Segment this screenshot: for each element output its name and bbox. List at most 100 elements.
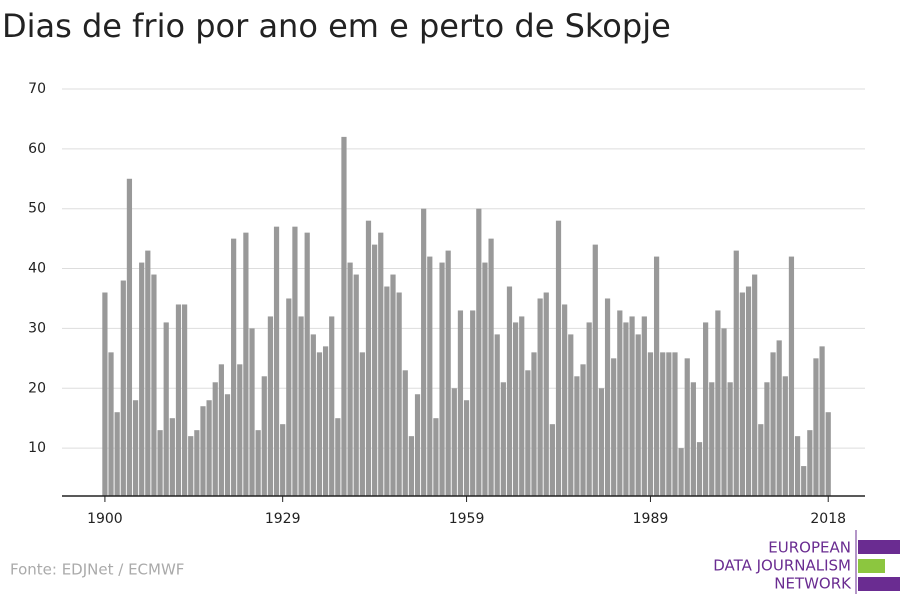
bar <box>500 382 506 496</box>
bar <box>218 364 224 496</box>
bar <box>224 394 231 496</box>
bar <box>586 322 592 496</box>
bar <box>372 244 378 496</box>
bar <box>739 292 746 496</box>
bar <box>629 316 635 496</box>
logo-bar <box>858 540 900 554</box>
bar <box>316 352 323 496</box>
bar <box>414 394 421 496</box>
bar <box>421 208 427 497</box>
bar <box>433 418 439 496</box>
logo-text: EUROPEAN <box>768 539 851 557</box>
bar <box>353 274 359 496</box>
bar <box>114 412 120 496</box>
bar <box>408 436 415 496</box>
bar <box>696 442 703 496</box>
bar <box>672 352 678 496</box>
bar <box>617 310 623 496</box>
bar <box>439 262 445 496</box>
x-tick-label: 1989 <box>633 511 669 527</box>
bar <box>653 256 660 496</box>
x-tick-label: 1929 <box>265 511 301 527</box>
bar <box>470 310 476 496</box>
bar <box>249 328 255 496</box>
bar <box>782 376 788 496</box>
bar <box>690 382 696 496</box>
bar <box>678 448 684 496</box>
bar <box>715 310 721 496</box>
bar <box>788 256 795 496</box>
bar <box>451 388 457 496</box>
bar <box>598 388 605 496</box>
bar <box>139 262 145 496</box>
bar <box>574 376 580 496</box>
y-tick-label: 30 <box>28 320 46 336</box>
x-tick-label: 2018 <box>810 511 846 527</box>
bar <box>611 358 617 496</box>
bar <box>562 304 568 496</box>
bar <box>580 364 586 496</box>
bar <box>181 304 188 496</box>
bar <box>273 226 280 497</box>
bar <box>194 430 200 496</box>
bar <box>568 334 574 496</box>
bar <box>525 370 531 496</box>
bar <box>390 274 396 496</box>
bar <box>549 424 555 496</box>
bar <box>163 322 169 496</box>
bar <box>764 382 770 496</box>
bar <box>813 358 819 496</box>
bar <box>666 352 672 496</box>
y-tick-label: 70 <box>28 81 46 97</box>
bar <box>727 382 733 496</box>
bar <box>286 298 292 496</box>
bar <box>120 280 126 496</box>
bar <box>733 250 739 496</box>
bar <box>255 430 261 496</box>
bar <box>145 250 151 496</box>
x-tick-label: 1900 <box>87 511 123 527</box>
bar <box>151 274 157 496</box>
bar <box>206 400 212 496</box>
bar <box>647 352 654 496</box>
bar <box>506 286 513 496</box>
bar <box>745 286 752 496</box>
bar <box>310 334 316 496</box>
bar <box>329 316 335 496</box>
bar <box>212 382 218 496</box>
y-tick-label: 40 <box>28 261 46 277</box>
y-tick-label: 10 <box>28 440 46 456</box>
x-tick-label: 1959 <box>449 511 485 527</box>
bar <box>322 346 329 496</box>
logo-text: DATA JOURNALISM <box>713 557 851 575</box>
bar <box>482 262 488 496</box>
bar <box>807 430 813 496</box>
bar <box>384 286 390 496</box>
bar <box>543 292 549 496</box>
bar <box>825 412 831 496</box>
bar <box>169 418 175 496</box>
bar <box>752 274 758 496</box>
bar <box>261 376 267 496</box>
bar <box>396 292 402 496</box>
bar <box>267 316 274 496</box>
bar <box>555 220 562 497</box>
bar <box>292 226 298 497</box>
bar <box>623 322 629 496</box>
bar <box>457 310 464 496</box>
bar <box>102 292 108 496</box>
bar <box>304 232 310 496</box>
bar <box>801 466 807 496</box>
bar <box>703 322 709 496</box>
bar <box>347 262 353 496</box>
bar <box>604 298 611 496</box>
bar <box>537 298 543 496</box>
bar <box>758 424 764 496</box>
bar <box>519 316 525 496</box>
bar <box>237 364 243 496</box>
chart-title: Dias de frio por ano em e perto de Skopj… <box>2 7 671 45</box>
bar <box>132 400 139 496</box>
bar <box>476 208 482 497</box>
y-tick-label: 20 <box>28 380 46 396</box>
